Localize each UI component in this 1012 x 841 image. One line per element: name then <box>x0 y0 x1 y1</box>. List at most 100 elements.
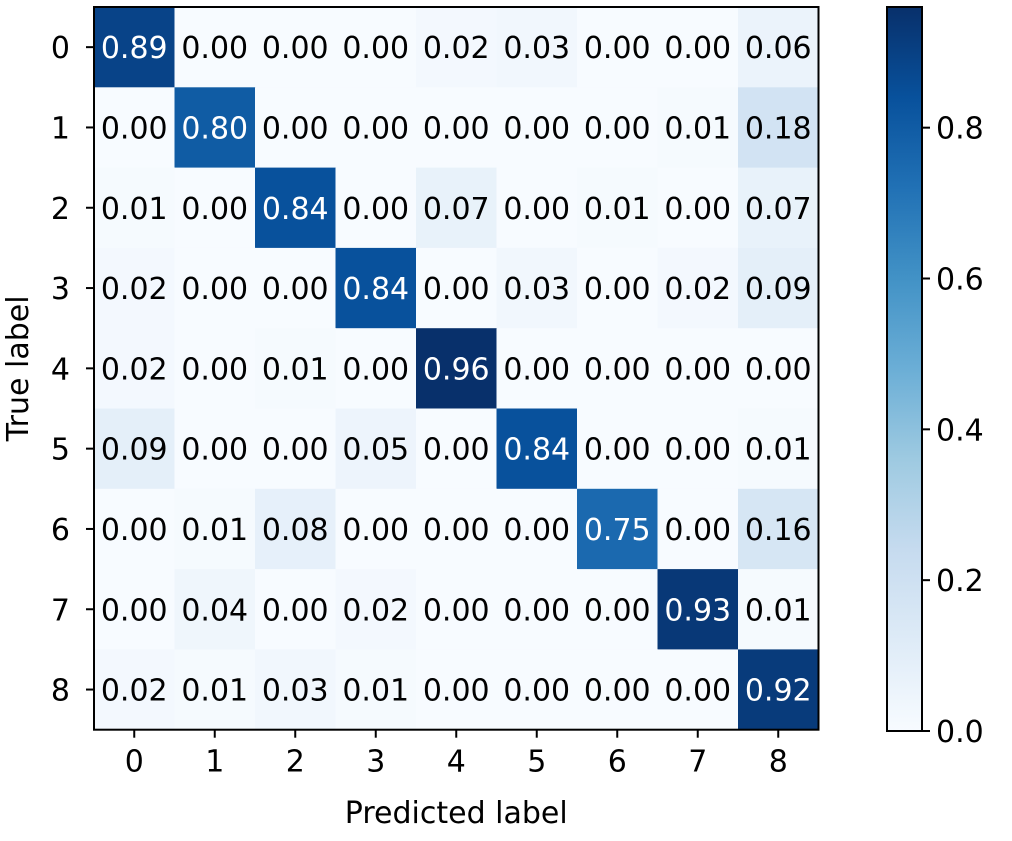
heatmap-cell <box>496 328 578 410</box>
cell-value-label: 0.00 <box>503 593 570 628</box>
cell-value-label: 0.00 <box>745 352 812 387</box>
y-tick-label: 6 <box>51 513 70 548</box>
y-tick-label: 5 <box>51 433 70 468</box>
heatmap-cell <box>496 488 578 570</box>
heatmap-cell <box>174 167 256 249</box>
heatmap-cell <box>577 488 659 570</box>
cell-value-label: 0.16 <box>745 513 812 548</box>
cell-value-label: 0.00 <box>262 31 329 66</box>
heatmap-cell <box>657 7 739 88</box>
cell-value-label: 0.96 <box>423 352 490 387</box>
heatmap-cell <box>577 167 659 249</box>
heatmap-cell <box>94 87 176 169</box>
cell-value-label: 0.00 <box>584 433 651 468</box>
cell-value-label: 0.00 <box>503 674 570 709</box>
heatmap-cell <box>657 167 739 249</box>
cell-value-label: 0.00 <box>503 352 570 387</box>
heatmap-cell <box>255 488 337 570</box>
heatmap-cell <box>335 247 417 329</box>
heatmap-cell <box>255 7 337 88</box>
cell-value-label: 0.00 <box>181 433 248 468</box>
heatmap-cell <box>416 167 498 249</box>
cell-value-label: 0.01 <box>342 674 409 709</box>
cell-value-label: 0.00 <box>584 674 651 709</box>
heatmap-cell <box>577 328 659 410</box>
heatmap-cell <box>335 649 417 731</box>
heatmap-cell <box>94 488 176 570</box>
x-tick-label: 1 <box>205 745 224 780</box>
heatmap-cell <box>738 7 820 88</box>
heatmap-cell <box>94 7 176 88</box>
cell-value-label: 0.03 <box>503 31 570 66</box>
heatmap-cell <box>94 328 176 410</box>
x-tick-label: 6 <box>608 745 627 780</box>
cell-value-label: 0.01 <box>745 433 812 468</box>
cell-value-label: 0.00 <box>342 31 409 66</box>
heatmap-cell <box>255 649 337 731</box>
cell-value-label: 0.00 <box>423 433 490 468</box>
cell-value-label: 0.00 <box>664 192 731 227</box>
heatmap-cell <box>174 7 256 88</box>
heatmap-cell <box>738 328 820 410</box>
cell-value-label: 0.00 <box>423 513 490 548</box>
colorbar-gradient <box>887 7 922 731</box>
cell-value-label: 0.00 <box>342 352 409 387</box>
cell-value-label: 0.00 <box>262 433 329 468</box>
heatmap-cell <box>577 87 659 169</box>
cell-value-label: 0.00 <box>262 111 329 146</box>
cell-value-label: 0.01 <box>584 192 651 227</box>
heatmap-cell <box>577 7 659 88</box>
heatmap-cell <box>174 87 256 169</box>
colorbar-tick-label: 0.8 <box>936 112 984 147</box>
cell-value-label: 0.00 <box>503 513 570 548</box>
cell-value-label: 0.00 <box>423 272 490 307</box>
cell-value-label: 0.93 <box>664 593 731 628</box>
x-tick-label: 7 <box>688 745 707 780</box>
cell-value-label: 0.00 <box>342 192 409 227</box>
cell-value-label: 0.00 <box>342 111 409 146</box>
heatmap-cell <box>496 87 578 169</box>
heatmap-cell <box>738 488 820 570</box>
cell-value-label: 0.02 <box>101 674 168 709</box>
heatmap-cell <box>94 408 176 490</box>
heatmap-cell <box>94 167 176 249</box>
cell-value-label: 0.05 <box>342 433 409 468</box>
heatmap-cell <box>174 488 256 570</box>
heatmap-cell <box>738 87 820 169</box>
cell-value-label: 0.00 <box>664 433 731 468</box>
cell-value-label: 0.84 <box>503 433 570 468</box>
x-tick-label: 2 <box>286 745 305 780</box>
cell-value-label: 0.01 <box>101 192 168 227</box>
heatmap-cell <box>496 247 578 329</box>
heatmap-cell <box>416 488 498 570</box>
colorbar: 0.0 0.2 0.4 0.6 0.8 <box>886 6 984 750</box>
colorbar-tick-label: 0.0 <box>936 715 984 750</box>
heatmap-cell <box>496 167 578 249</box>
heatmap-cell <box>738 247 820 329</box>
cell-value-label: 0.06 <box>745 31 812 66</box>
cell-value-label: 0.00 <box>664 31 731 66</box>
cell-value-label: 0.92 <box>745 674 812 709</box>
heatmap-cell <box>577 247 659 329</box>
heatmap-cell <box>657 649 739 731</box>
heatmap-cell <box>416 328 498 410</box>
cell-value-label: 0.07 <box>745 192 812 227</box>
cell-value-label: 0.09 <box>745 272 812 307</box>
heatmap-cell <box>255 408 337 490</box>
y-tick-label: 0 <box>51 31 70 66</box>
colorbar-frame <box>886 6 923 732</box>
heatmap-cell <box>335 87 417 169</box>
cell-value-label: 0.00 <box>181 352 248 387</box>
heatmap-cell <box>335 488 417 570</box>
heatmap-cell <box>577 408 659 490</box>
heatmap-cell <box>174 569 256 650</box>
cell-value-label: 0.00 <box>342 513 409 548</box>
y-tick-label: 3 <box>51 272 70 307</box>
cell-value-label: 0.09 <box>101 433 168 468</box>
cell-value-label: 0.00 <box>181 31 248 66</box>
cell-value-label: 0.00 <box>101 593 168 628</box>
heatmap-cell <box>94 569 176 650</box>
colorbar-tick-label: 0.6 <box>936 263 984 298</box>
cell-value-label: 0.02 <box>101 352 168 387</box>
heatmap-cell <box>496 7 578 88</box>
